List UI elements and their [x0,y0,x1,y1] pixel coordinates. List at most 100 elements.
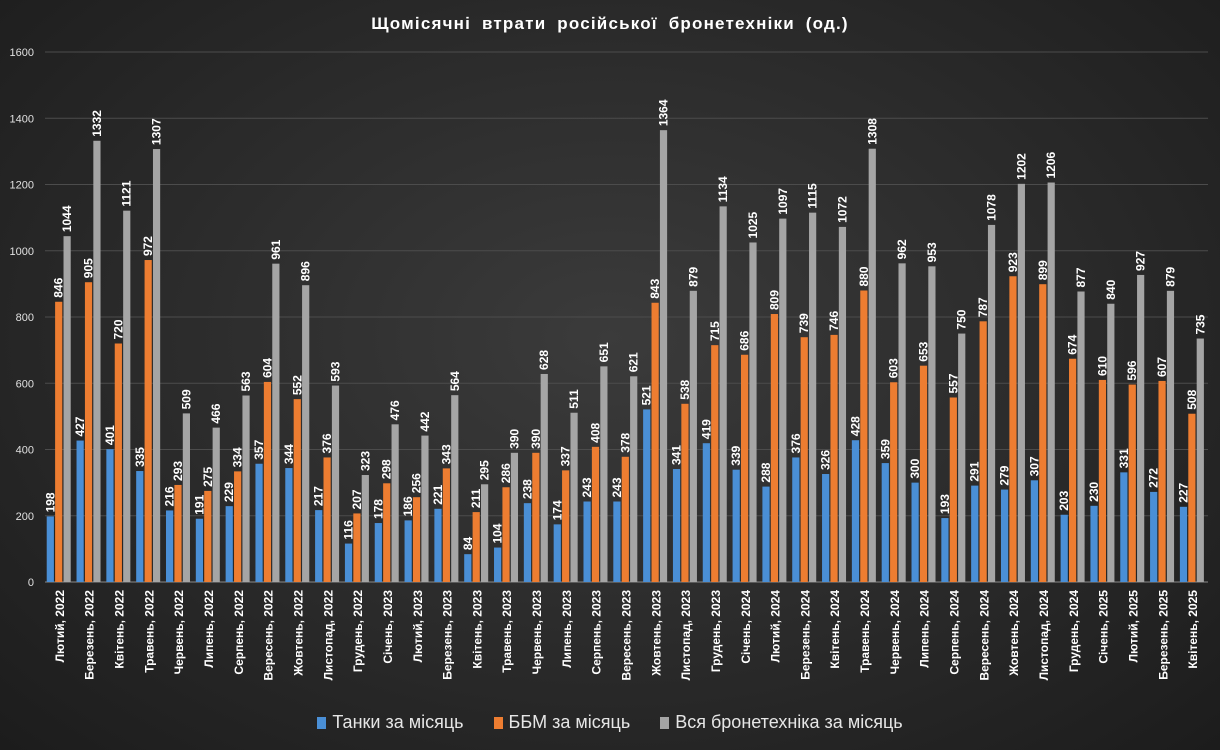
x-tick-label: Вересень, 2022 [262,590,276,681]
bar-series-1 [1069,358,1077,582]
data-label: 203 [1057,490,1071,510]
x-tick-label: Січень, 2024 [739,590,753,664]
data-label: 603 [887,358,901,378]
bar-series-1 [442,468,450,582]
legend-swatch-ifv [493,716,503,729]
data-label: 1206 [1044,151,1058,178]
x-tick-label: Жовтень, 2024 [1007,590,1021,677]
bar-series-1 [621,456,629,582]
data-label: 343 [439,444,453,464]
data-label: 1097 [776,188,790,215]
bar-series-2 [331,385,340,582]
bar-series-2 [212,427,220,582]
y-tick-label: 200 [16,511,34,523]
bar-series-2 [749,242,757,582]
bar-series-2 [182,413,190,582]
bar-series-1 [740,354,749,582]
data-label: 508 [1185,389,1199,409]
bar-series-1 [770,314,779,582]
data-label: 1202 [1014,153,1028,180]
x-tick-label: Лютий, 2022 [53,590,67,663]
bar-series-1 [591,446,600,582]
data-label: 334 [231,447,245,467]
legend-item-tanks: Танки за місяць [317,712,464,733]
data-label: 238 [520,479,534,499]
data-label: 376 [320,433,334,453]
x-tick-label: Лютий, 2024 [769,590,783,663]
data-label: 341 [670,445,684,465]
bar-series-1 [1098,379,1107,582]
bar-series-1 [323,457,331,582]
bar-series-1 [174,484,182,582]
x-tick-label: Січень, 2023 [381,590,395,664]
legend-label-total: Вся бронетехніка за місяць [675,712,903,732]
bar-series-2 [898,263,906,582]
bar-series-0 [195,518,204,582]
bar-series-2 [689,290,697,582]
data-label: 923 [1006,252,1020,272]
data-label: 229 [222,482,236,502]
data-label: 419 [699,419,713,439]
bar-series-2 [361,475,369,582]
data-label: 116 [342,520,356,540]
bar-series-0 [46,516,54,582]
x-tick-label: Січень, 2025 [1097,590,1111,664]
bar-series-0 [971,485,979,582]
bar-series-2 [868,148,876,582]
data-label: 390 [507,428,521,448]
data-label: 442 [418,411,432,431]
bar-series-2 [1166,290,1175,582]
data-label: 298 [380,459,394,479]
bar-series-2 [600,366,608,582]
bar-series-0 [285,468,293,582]
data-label: 846 [52,277,66,297]
data-label: 840 [1104,279,1118,299]
bar-series-0 [523,503,532,582]
data-label: 217 [312,486,326,506]
bar-series-0 [911,482,919,582]
x-tick-label: Червень, 2022 [172,590,186,675]
bar-series-0 [732,469,740,582]
data-label: 511 [567,389,581,409]
data-label: 401 [103,425,117,445]
data-label: 359 [878,439,892,459]
bar-series-1 [144,260,152,582]
x-tick-label: Вересень, 2024 [977,590,991,681]
bar-series-2 [1017,183,1025,582]
bar-series-1 [502,487,510,582]
data-label: 746 [827,311,841,331]
data-label: 337 [559,446,573,466]
data-label: 1307 [150,118,164,145]
y-tick-label: 1000 [10,246,34,258]
bar-series-0 [851,440,860,582]
legend-item-ifv: ББМ за місяць [493,712,630,733]
data-label: 557 [946,373,960,393]
bar-series-2 [719,206,727,583]
bar-series-0 [1090,505,1098,582]
bar-series-2 [540,373,548,582]
data-label: 953 [925,242,939,262]
x-tick-label: Травень, 2024 [858,590,872,673]
x-tick-label: Липень, 2024 [918,590,932,668]
bar-series-1 [860,290,868,582]
x-tick-label: Травень, 2022 [142,590,156,673]
data-label: 628 [537,350,551,370]
bar-series-1 [114,343,122,582]
bar-series-1 [532,452,540,582]
bar-series-1 [55,301,63,582]
bar-series-1 [681,403,689,582]
data-label: 715 [708,321,722,341]
bar-series-0 [643,409,651,582]
data-label: 344 [282,444,296,464]
data-label: 607 [1155,357,1169,377]
data-label: 1072 [835,196,849,223]
bar-series-1 [1039,284,1047,582]
bar-series-0 [941,518,949,582]
data-label: 408 [588,423,602,443]
bar-series-0 [494,547,502,582]
data-label: 339 [729,445,743,465]
bar-series-0 [822,474,830,582]
y-tick-label: 0 [28,577,34,589]
bar-series-2 [928,266,936,582]
bar-series-2 [958,333,966,582]
